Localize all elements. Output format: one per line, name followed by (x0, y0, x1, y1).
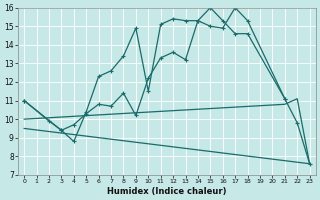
X-axis label: Humidex (Indice chaleur): Humidex (Indice chaleur) (107, 187, 227, 196)
